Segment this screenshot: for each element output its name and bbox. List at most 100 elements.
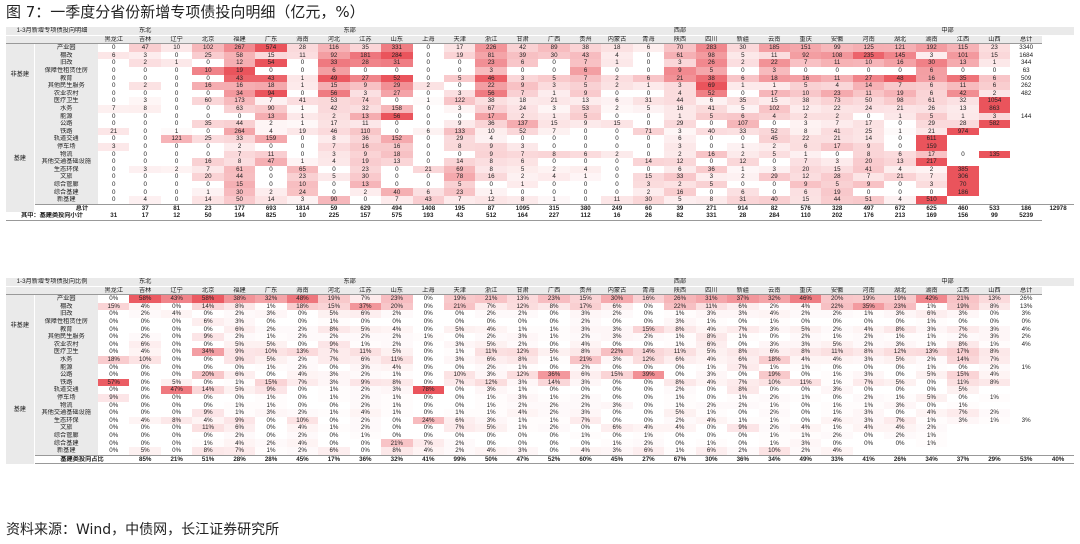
value-cell: 5 bbox=[318, 173, 350, 181]
value-cell: 1 bbox=[286, 82, 319, 90]
value-cell: 0% bbox=[612, 431, 622, 439]
value-cell: 0% bbox=[738, 371, 748, 379]
total-header-spacer bbox=[1042, 27, 1074, 36]
value-cell: 38 bbox=[569, 43, 602, 52]
value-cell: 0% bbox=[109, 447, 119, 455]
value-cell: 10 bbox=[475, 127, 507, 136]
value-cell: 10 bbox=[192, 66, 224, 75]
totals-cell: 533 bbox=[978, 203, 1011, 213]
value-cell: 2% bbox=[664, 386, 696, 394]
value-cell: 3 bbox=[758, 165, 790, 174]
value-cell: 0% bbox=[486, 431, 496, 439]
totals-cell: 60 bbox=[632, 203, 665, 213]
value-cell: 235 bbox=[852, 51, 885, 60]
value-cell: 10% bbox=[286, 416, 319, 425]
value-cell: 1% bbox=[758, 439, 790, 448]
value-cell: 5 bbox=[506, 165, 539, 174]
value-cell: 4% bbox=[821, 416, 853, 425]
item-label: 旧改 bbox=[34, 310, 99, 318]
subtotal-cell: 227 bbox=[538, 212, 570, 221]
province-header: 山西 bbox=[978, 286, 1011, 296]
value-cell: 0 bbox=[112, 89, 116, 97]
value-cell: 13% bbox=[1019, 302, 1033, 310]
value-cell: 4% bbox=[1021, 325, 1031, 333]
value-cell: 0% bbox=[518, 318, 528, 326]
value-cell: 0% bbox=[801, 386, 811, 394]
value-cell: 0% bbox=[203, 325, 213, 333]
value-cell: 24 bbox=[852, 104, 885, 113]
value-cell: 0 bbox=[646, 89, 651, 97]
value-cell: 15 bbox=[978, 51, 1011, 60]
value-cell: 0% bbox=[172, 424, 182, 432]
value-cell: 0% bbox=[612, 416, 622, 424]
value-cell: 47 bbox=[255, 158, 287, 166]
value-cell: 0% bbox=[109, 424, 119, 432]
value-cell: 3% bbox=[852, 416, 885, 425]
value-cell: 0% bbox=[895, 409, 905, 417]
table-row: 旧改 0% 2% 4% 0% 2% 3% 0% 5% 6% 2% 0% 0% 2% 2% 0% 3% 2% 0% 1%… bbox=[6, 310, 1074, 318]
subtotal-cell: 40% bbox=[1042, 454, 1074, 465]
table-row: 综合管廊 0% 0% 0% 0% 2% 0% 2% 0% 1% 0% 0% 0% 0% 0% 0% 1% 0% 1%… bbox=[6, 431, 1074, 440]
value-cell: 0% bbox=[455, 386, 465, 394]
value-cell: 0% bbox=[895, 386, 905, 394]
value-cell: 11 bbox=[601, 196, 633, 205]
value-cell: 12% bbox=[506, 302, 539, 311]
value-cell: 53 bbox=[569, 104, 602, 113]
value-cell: 99 bbox=[821, 43, 853, 52]
value-cell: 0% bbox=[297, 386, 307, 394]
value-cell: 0% bbox=[140, 386, 150, 394]
value-cell: 40 bbox=[695, 127, 728, 136]
value-cell: 4% bbox=[852, 424, 885, 432]
value-cell: 2% bbox=[852, 393, 885, 402]
value-cell: 56 bbox=[318, 89, 350, 98]
value-cell: 3% bbox=[601, 355, 633, 364]
value-cell: 13 bbox=[569, 97, 602, 105]
value-cell: 0% bbox=[706, 431, 716, 439]
totals-cell: 82 bbox=[758, 203, 790, 213]
value-cell: 509 bbox=[1020, 74, 1032, 82]
value-cell: 1 bbox=[884, 112, 916, 121]
value-cell: 0% bbox=[738, 340, 748, 348]
value-cell: 16 bbox=[349, 142, 382, 151]
header-group-row: 1-3月新增专项债投向明细 东北 东部 西部 中部 bbox=[6, 27, 1074, 36]
table-row: 生态环保 0 3 2 7 61 0 65 0 23 0 21 69 8 5 2 4 0 0 6 36 1 3 20 15 41 4 2… bbox=[6, 165, 1074, 174]
value-cell: 0 bbox=[615, 142, 619, 150]
value-cell: 0 bbox=[174, 97, 179, 105]
value-cell: 21 bbox=[915, 127, 948, 136]
value-cell: 21% bbox=[569, 355, 602, 364]
value-cell: 15% bbox=[632, 325, 665, 334]
value-cell: 15 bbox=[789, 196, 822, 205]
value-cell: 0 bbox=[332, 180, 336, 188]
subtotal-cell: 99 bbox=[978, 212, 1011, 221]
value-cell: 2 bbox=[223, 142, 256, 151]
corner-label: 1-3月新增专项债投向比例 bbox=[6, 278, 99, 287]
value-cell: 15 bbox=[255, 51, 287, 60]
value-cell: 8% bbox=[538, 302, 570, 311]
value-cell: 1% bbox=[915, 431, 948, 440]
value-cell: 10 bbox=[160, 43, 193, 52]
item-label: 农业农村 bbox=[34, 89, 99, 98]
value-cell: 98 bbox=[695, 51, 728, 60]
value-cell: 3% bbox=[664, 317, 696, 326]
value-cell: 0 bbox=[552, 59, 556, 67]
value-cell: 0 bbox=[709, 135, 714, 143]
table-row: 物流 0% 0% 0% 0% 1% 1% 0% 0% 2% 1% 0% 0% 1% 2% 2% 2% 3% 0% 1%… bbox=[6, 401, 1074, 410]
item-label: 公路 bbox=[34, 371, 99, 379]
value-cell: 0% bbox=[801, 318, 811, 326]
value-cell: 41 bbox=[286, 97, 319, 105]
province-header: 新疆 bbox=[727, 35, 759, 45]
value-cell: 0% bbox=[518, 439, 528, 447]
value-cell: 3% bbox=[569, 409, 602, 417]
value-cell: 3 bbox=[349, 89, 382, 98]
value-cell: 16 bbox=[789, 74, 822, 83]
subtotal-cell: 28% bbox=[223, 454, 256, 465]
value-cell: 0% bbox=[423, 340, 433, 348]
value-cell: 19 bbox=[821, 188, 853, 197]
value-cell: 36 bbox=[475, 120, 507, 128]
value-cell: 2 bbox=[727, 59, 759, 67]
value-cell: 4% bbox=[286, 371, 319, 379]
value-cell: 0% bbox=[801, 409, 811, 417]
value-cell: 1% bbox=[255, 333, 287, 341]
value-cell: 35 bbox=[947, 74, 979, 83]
value-cell: 16 bbox=[192, 158, 224, 166]
